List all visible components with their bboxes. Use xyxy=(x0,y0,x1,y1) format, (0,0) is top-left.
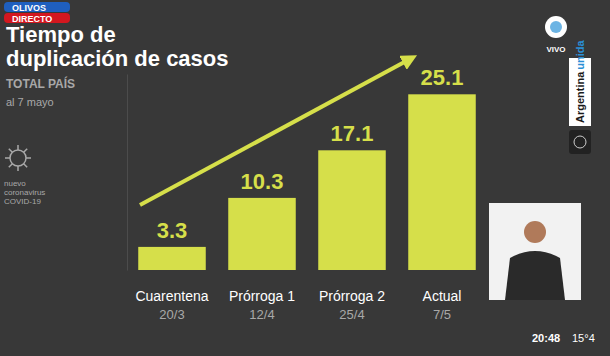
virus-spike xyxy=(17,166,19,171)
date-label: 20/3 xyxy=(159,307,184,322)
subtitle: TOTAL PAÍS xyxy=(6,76,75,91)
badge-text: DIRECTO xyxy=(12,14,52,24)
x-tick: Actual xyxy=(423,288,462,304)
temperature: 15°4 xyxy=(572,332,595,344)
virus-text: nuevo xyxy=(4,179,26,188)
emblem xyxy=(569,130,591,154)
badge-box xyxy=(4,2,70,12)
brand-word: unida xyxy=(574,39,586,69)
live-label: VIVO xyxy=(546,45,565,54)
badge-box xyxy=(4,13,70,23)
title: Tiempo de xyxy=(6,22,116,47)
emblem-mark xyxy=(574,136,586,148)
interpreter-box xyxy=(489,203,581,300)
annotation: al 7 mayo xyxy=(6,96,54,108)
background xyxy=(0,0,610,356)
date-label: 12/4 xyxy=(249,307,274,322)
data-label: 25.1 xyxy=(421,65,464,90)
bar xyxy=(228,198,296,270)
data-label: 17.1 xyxy=(331,121,374,146)
virus-text: COVID-19 xyxy=(4,197,41,206)
brand-text: Argentina unida xyxy=(574,39,586,123)
bars xyxy=(138,94,476,270)
bar xyxy=(408,94,476,270)
bar xyxy=(138,247,206,270)
virus-spike xyxy=(26,157,31,159)
x-axis: Cuarentena Prórroga 1 Prórroga 2 Actual xyxy=(135,288,461,304)
logo-inner xyxy=(550,21,562,33)
date-label: 25/4 xyxy=(339,307,364,322)
virus-spike xyxy=(17,145,19,150)
virus-spike xyxy=(24,149,28,153)
virus-spike xyxy=(5,157,10,159)
x-tick-label: Prórroga 2 xyxy=(319,288,385,304)
chart: Tiempo deduplicación de casos TOTAL PAÍS a… xyxy=(0,0,610,356)
y-axis xyxy=(127,75,128,271)
x-tick: Prórroga 1 xyxy=(229,288,295,304)
clock: 20:48 xyxy=(532,332,560,344)
virus-spike xyxy=(9,164,13,168)
x-tick: Prórroga 2 xyxy=(319,288,385,304)
x-tick-label: Prórroga 1 xyxy=(229,288,295,304)
bar xyxy=(318,150,386,270)
virus-spike xyxy=(9,149,13,153)
y-axis-line xyxy=(127,75,128,271)
x-tick-label: Actual xyxy=(423,288,462,304)
badge-text: OLIVOS xyxy=(12,3,46,13)
virus-text: coronavirus xyxy=(4,188,45,197)
title: duplicación de casos xyxy=(6,46,229,71)
data-label: 10.3 xyxy=(241,169,284,194)
virus-icon xyxy=(5,145,31,171)
virus-spike xyxy=(24,164,28,168)
virus-body xyxy=(10,150,26,166)
logo xyxy=(545,16,567,38)
x-tick-label: Cuarentena xyxy=(135,288,208,304)
data-label: 3.3 xyxy=(157,218,188,243)
interpreter-body xyxy=(505,251,565,300)
x-tick: Cuarentena xyxy=(135,288,208,304)
brand-word: Argentina xyxy=(574,71,586,123)
interpreter-head xyxy=(524,221,546,243)
date-label: 7/5 xyxy=(433,307,451,322)
